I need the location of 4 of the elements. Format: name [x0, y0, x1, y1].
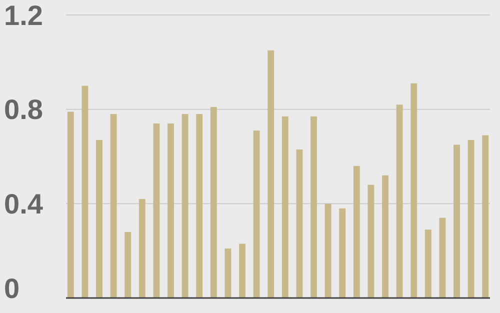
y-tick-label: 0.4 [4, 188, 44, 220]
y-tick-label: 1.2 [4, 0, 43, 31]
y-tick-label: 0.8 [4, 94, 43, 126]
y-tick-label: 0 [4, 273, 20, 304]
